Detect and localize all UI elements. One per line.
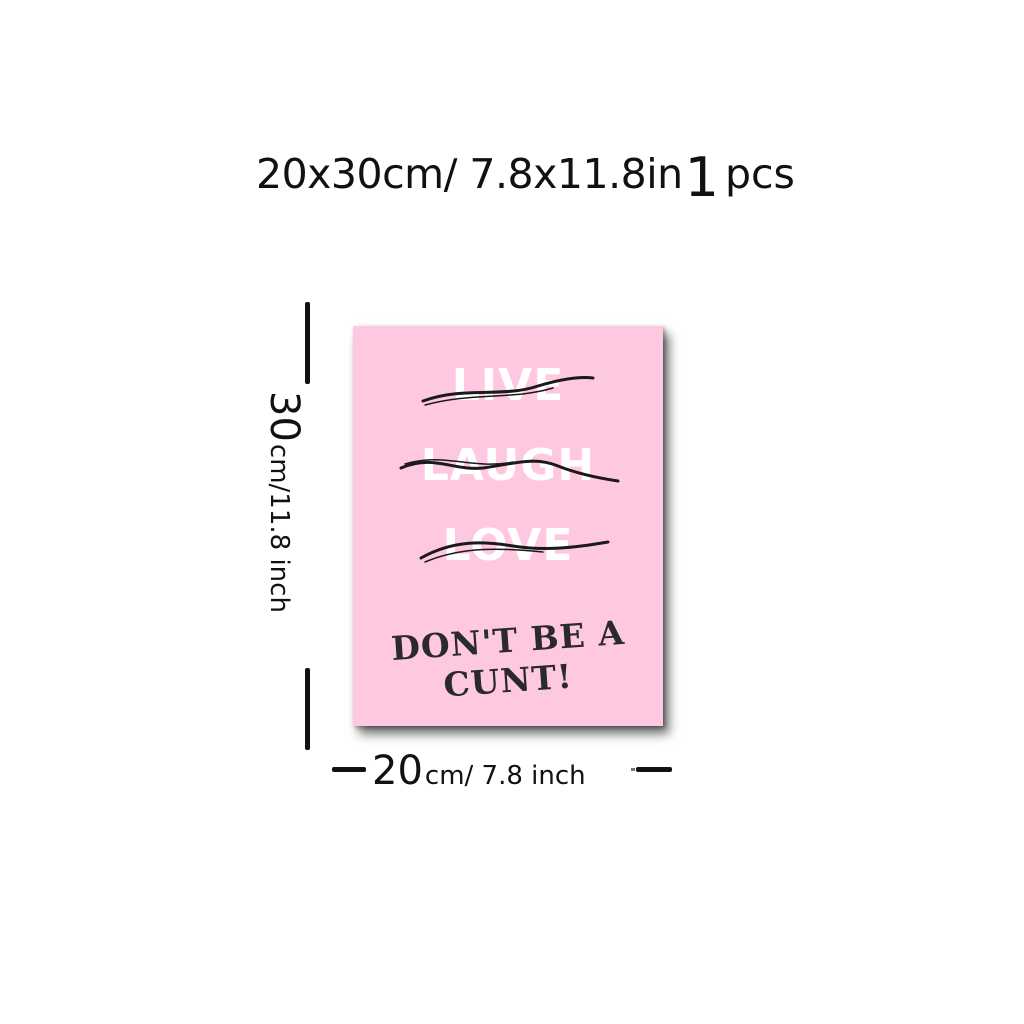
strike-through-scribbles (399, 376, 620, 563)
width-marker-right-line (636, 767, 672, 772)
strike-live-2 (424, 387, 554, 406)
height-unit: cm/11.8 inch (264, 443, 294, 613)
height-label: 30 cm/11.8 inch (261, 391, 307, 613)
strike-laugh (399, 459, 620, 483)
height-marker-bottom-line (305, 668, 310, 750)
quantity-number: 1 (684, 146, 719, 209)
width-number: 20 (372, 748, 423, 794)
poster: LIVE LAUGH LOVE DON'T BE A CUNT! (353, 326, 663, 726)
size-headline: 20x30cm/ 7.8x11.8in 1 pcs (256, 138, 795, 209)
width-marker-left-line (332, 767, 366, 772)
height-number: 30 (261, 391, 307, 442)
width-unit: cm/ 7.8 inch (424, 761, 586, 791)
width-marker-dot (631, 768, 635, 771)
width-label: 20 cm/ 7.8 inch (372, 748, 586, 794)
strike-love (419, 540, 610, 560)
size-text: 20x30cm/ 7.8x11.8in (256, 150, 683, 198)
strike-love-2 (424, 548, 544, 563)
strike-live (421, 376, 595, 403)
strike-laugh-2 (404, 458, 514, 465)
height-marker-top-line (305, 302, 310, 384)
quantity-unit: pcs (724, 150, 795, 198)
